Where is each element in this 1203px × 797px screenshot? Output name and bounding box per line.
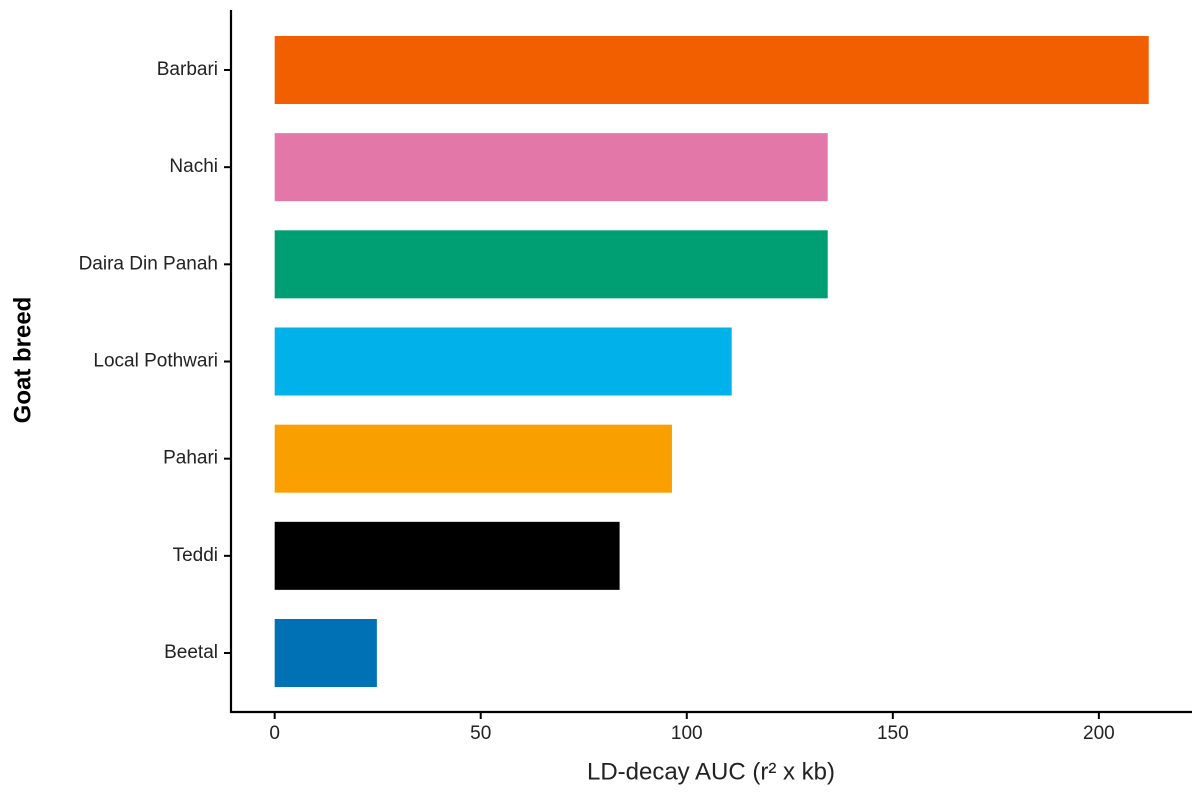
y-axis-title: Goat breed [9,297,36,424]
y-tick-label: Pahari [163,448,218,469]
bar [274,424,672,493]
bar [274,327,732,396]
x-tick-label: 0 [269,723,280,744]
bar [274,619,377,688]
y-tick-label: Barbari [157,59,218,80]
bar [274,521,620,590]
x-tick-label: 50 [470,723,491,744]
bar [274,230,828,299]
y-tick-label: Beetal [164,642,218,663]
x-tick-label: 100 [671,723,703,744]
y-tick-label: Teddi [173,545,218,566]
y-tick-label: Local Pothwari [93,351,218,372]
y-tick-label: Daira Din Panah [79,253,218,274]
bar [274,133,828,202]
y-tick-label: Nachi [169,156,218,177]
x-axis-title: LD-decay AUC (r² x kb) [587,758,835,785]
x-tick-label: 200 [1083,723,1115,744]
x-tick-label: 150 [877,723,909,744]
bar [274,35,1149,104]
